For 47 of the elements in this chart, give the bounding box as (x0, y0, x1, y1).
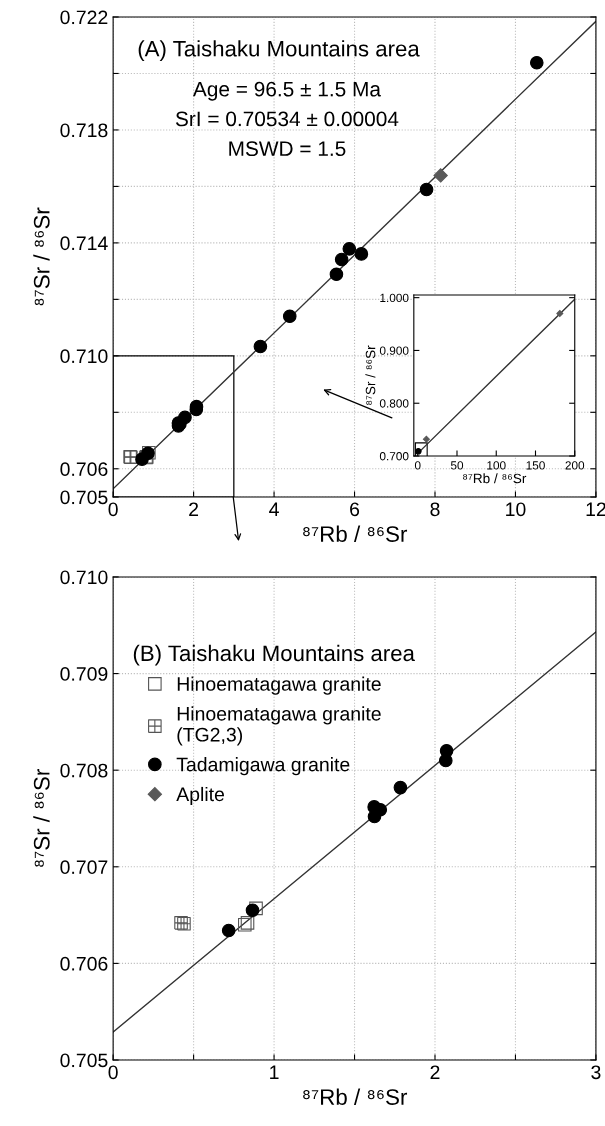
y-tick-label: 0.722 (60, 10, 108, 25)
annotation: (B) Taishaku Mountains area (133, 644, 415, 666)
legend-label: Hinoematagawa granite (177, 676, 381, 695)
x-tick-label: 100 (487, 461, 506, 470)
x-tick-label: 4 (269, 502, 279, 516)
x-tick-label: 3 (591, 1065, 601, 1080)
y-axis-title: ⁸⁷Sr / ⁸⁶Sr (365, 345, 376, 405)
x-tick-label: 200 (565, 461, 585, 470)
x-axis-title: ⁸⁷Rb / ⁸⁶Sr (463, 473, 527, 484)
annotation: SrI = 0.70534 ± 0.00004 (175, 111, 399, 127)
y-axis-title: ⁸⁷Sr / ⁸⁶Sr (33, 769, 50, 867)
legend-label: Aplite (176, 786, 225, 806)
y-tick-label: 0.700 (379, 452, 409, 461)
annotation: Age = 96.5 ± 1.5 Ma (192, 81, 381, 101)
x-tick-label: 6 (350, 502, 360, 517)
y-tick-label: 0.710 (60, 570, 108, 585)
x-axis-title: ⁸⁷Rb / ⁸⁶Sr (303, 525, 408, 542)
x-axis-title: ⁸⁷Rb / ⁸⁶Sr (303, 1088, 408, 1105)
x-tick-label: 0 (108, 502, 118, 517)
x-tick-label: 2 (189, 502, 199, 516)
y-tick-label: 0.709 (60, 667, 108, 681)
x-tick-label: 12 (586, 502, 605, 516)
y-tick-label: 1.000 (380, 293, 409, 303)
annotation: (A) Taishaku Mountains area (138, 40, 420, 61)
y-axis-title: ⁸⁷Sr / ⁸⁶Sr (33, 207, 50, 306)
y-tick-label: 0.705 (60, 1053, 108, 1068)
x-tick-label: 10 (506, 502, 526, 517)
y-tick-label: 0.714 (60, 236, 108, 251)
annotation: MSWD = 1.5 (229, 141, 346, 157)
x-tick-label: 150 (526, 461, 545, 470)
y-tick-label: 0.706 (60, 956, 108, 971)
x-tick-label: 2 (430, 1065, 440, 1079)
x-tick-label: 0 (414, 461, 421, 470)
legend-label: Tadamigawa granite (176, 757, 350, 776)
y-tick-label: 0.708 (60, 763, 108, 778)
y-tick-label: 0.707 (60, 860, 108, 875)
y-tick-label: 0.706 (60, 462, 108, 477)
x-tick-label: 50 (450, 461, 464, 470)
y-tick-label: 0.800 (379, 399, 409, 408)
legend-label: Hinoematagawa granite (TG2,3) (177, 706, 381, 746)
y-tick-label: 0.710 (60, 349, 108, 364)
y-tick-label: 0.705 (60, 490, 108, 505)
x-tick-label: 1 (270, 1065, 279, 1079)
x-tick-label: 0 (108, 1065, 118, 1080)
x-tick-label: 8 (430, 502, 440, 517)
y-tick-label: 0.900 (379, 346, 409, 355)
y-tick-label: 0.718 (60, 123, 108, 138)
